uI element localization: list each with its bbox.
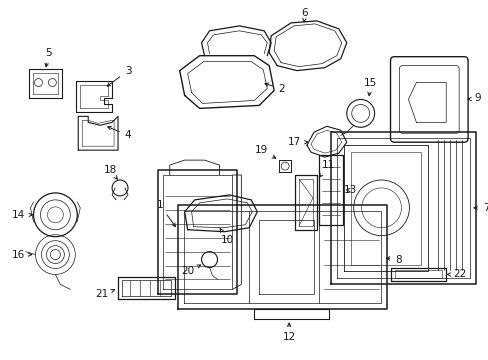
Text: 19: 19 <box>254 145 275 158</box>
Text: 5: 5 <box>45 48 52 67</box>
Text: 1: 1 <box>156 200 175 226</box>
Text: 22: 22 <box>447 270 466 279</box>
Text: 11: 11 <box>319 160 335 177</box>
Text: 14: 14 <box>12 210 32 220</box>
Text: 4: 4 <box>107 126 131 140</box>
Text: 7: 7 <box>473 203 488 213</box>
Text: 3: 3 <box>107 66 131 86</box>
Text: 9: 9 <box>467 94 480 103</box>
Text: 2: 2 <box>264 83 284 94</box>
Text: 21: 21 <box>95 289 114 300</box>
Text: 6: 6 <box>301 8 307 22</box>
Text: 8: 8 <box>386 255 401 265</box>
Text: 15: 15 <box>363 77 376 96</box>
Text: 12: 12 <box>282 323 295 342</box>
Text: 13: 13 <box>344 185 357 195</box>
Text: 10: 10 <box>220 229 234 245</box>
Text: 20: 20 <box>181 265 200 276</box>
Text: 18: 18 <box>103 165 117 179</box>
Text: 16: 16 <box>12 249 32 260</box>
Text: 17: 17 <box>287 137 307 147</box>
